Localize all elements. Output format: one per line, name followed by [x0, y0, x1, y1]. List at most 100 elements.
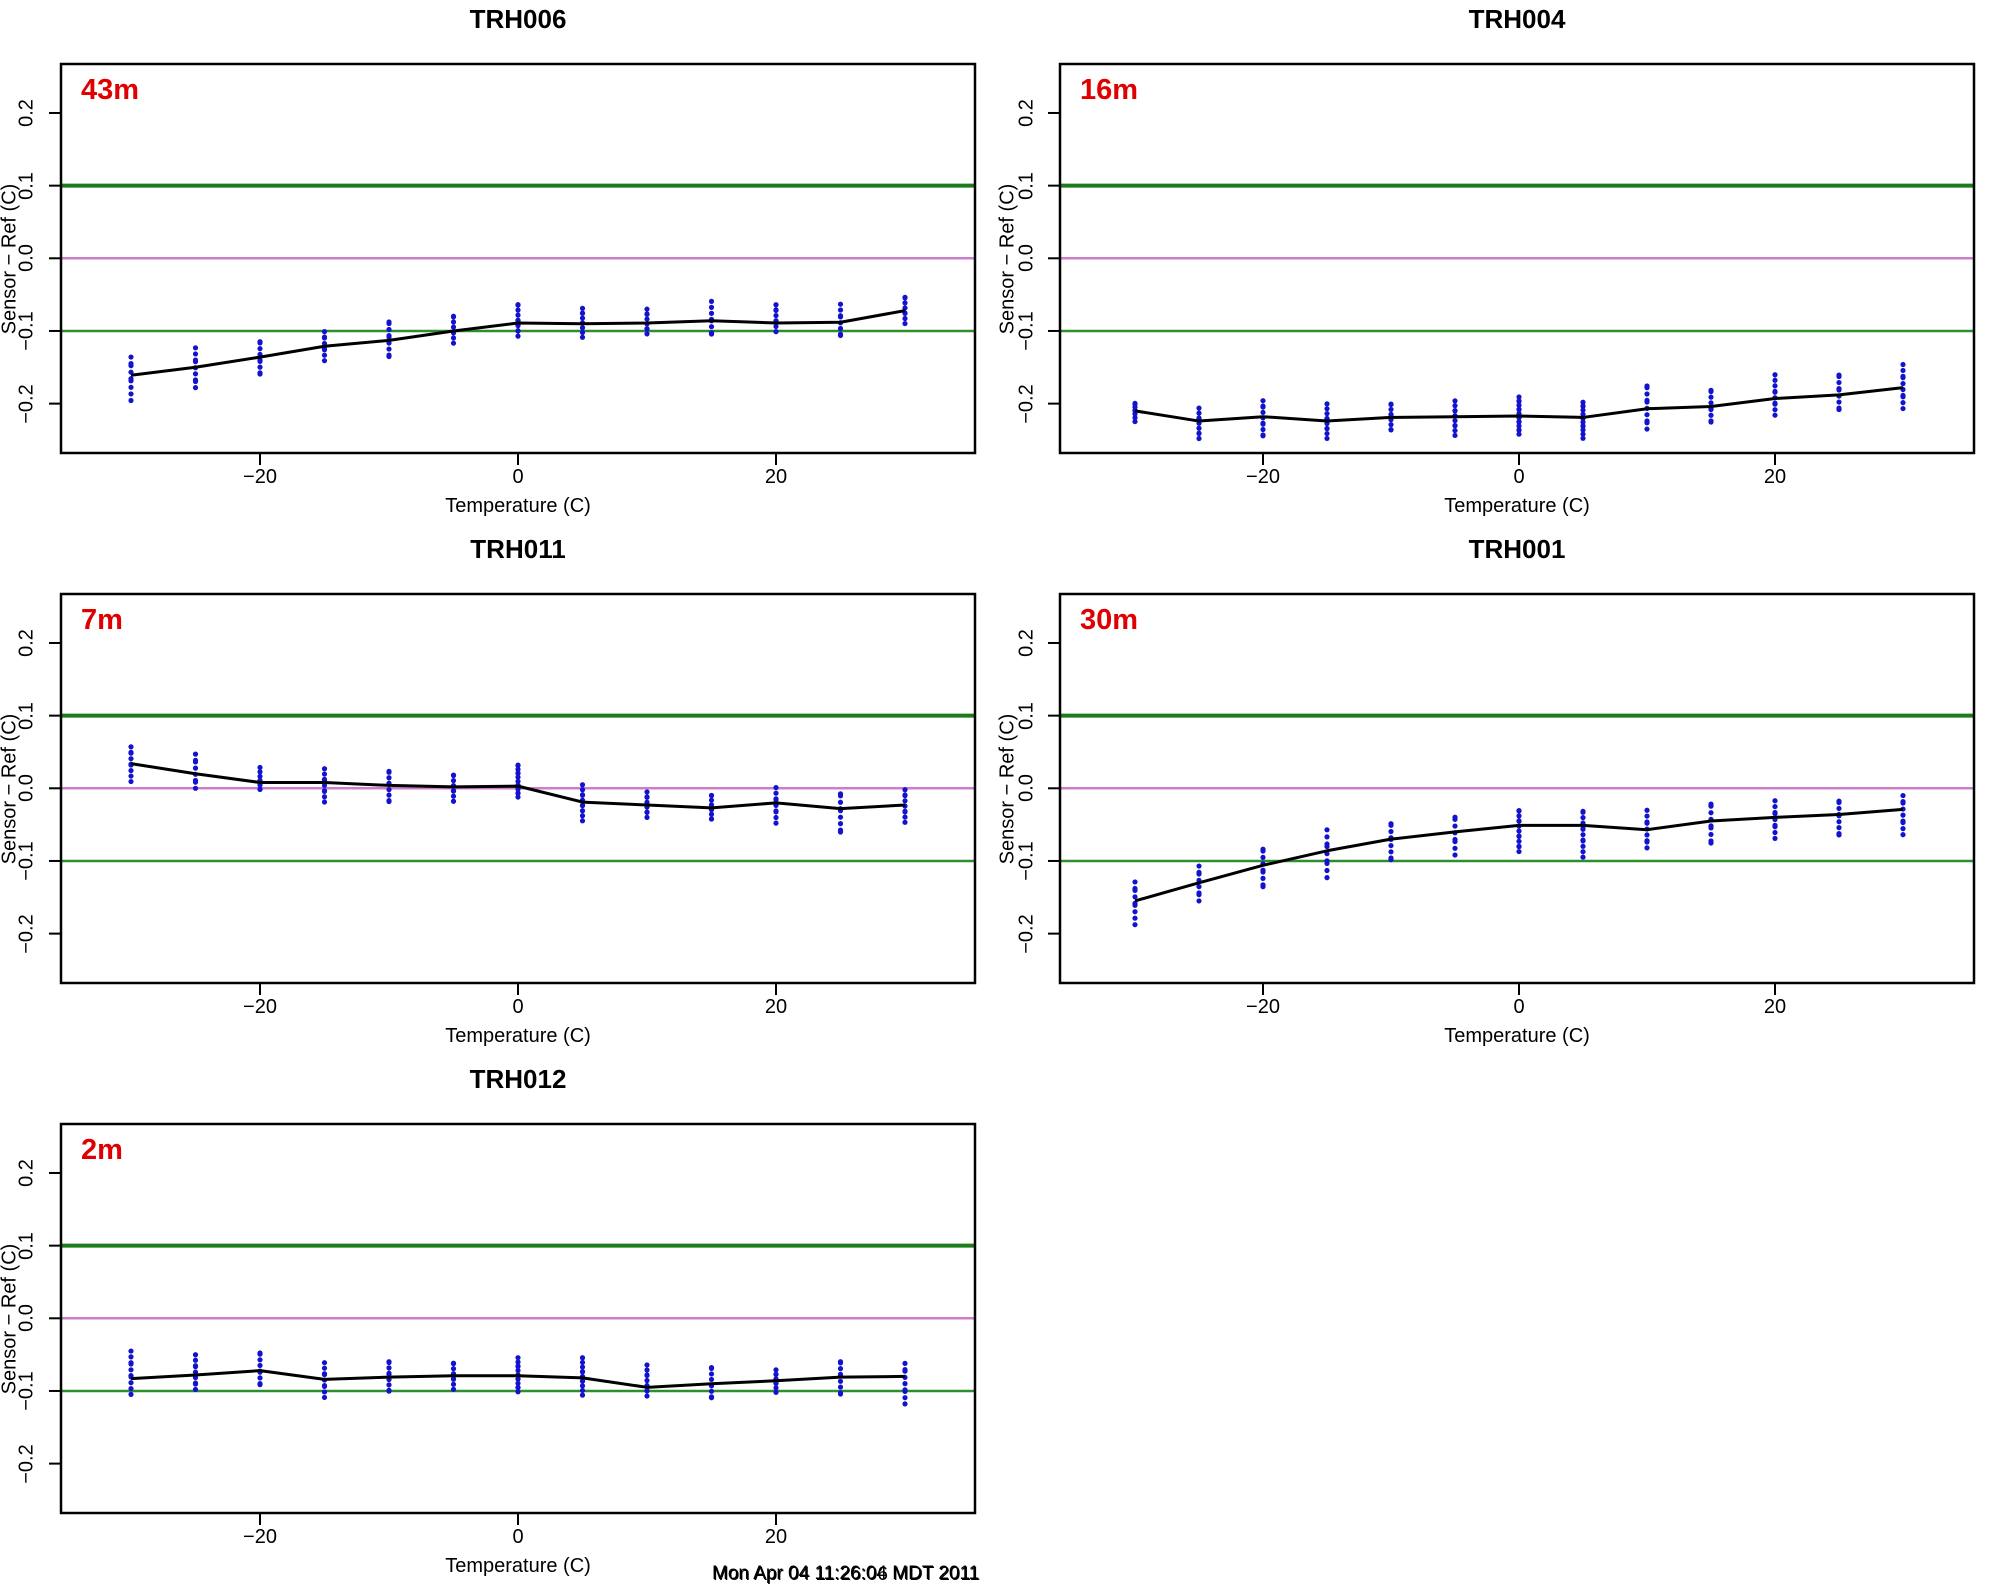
- data-point: [257, 357, 263, 363]
- data-point: [773, 323, 779, 330]
- data-point: [450, 1376, 457, 1382]
- data-point: [1132, 915, 1138, 921]
- data-point: [708, 324, 715, 330]
- data-point: [1772, 377, 1778, 383]
- data-point: [1260, 432, 1266, 438]
- mean-line: [1134, 386, 1904, 423]
- data-point: [1900, 405, 1906, 412]
- data-point: [1324, 867, 1330, 874]
- data-point: [386, 346, 392, 352]
- data-point: [1452, 398, 1458, 404]
- data-point: [1644, 838, 1650, 844]
- data-point: [902, 1395, 908, 1401]
- data-point: [1516, 808, 1522, 814]
- data-point: [644, 316, 650, 322]
- data-point: [128, 1360, 134, 1366]
- data-point: [321, 1360, 328, 1366]
- data-point: [257, 1357, 263, 1363]
- data-point: [902, 819, 908, 825]
- data-point: [515, 1380, 521, 1386]
- data-point: [386, 1370, 392, 1376]
- data-point: [1260, 882, 1266, 888]
- data-point: [902, 808, 908, 814]
- data-point: [1580, 843, 1586, 849]
- data-point: [1260, 409, 1266, 416]
- data-point: [1836, 385, 1842, 392]
- data-point: [1452, 432, 1458, 439]
- y-axis-title: Sensor − Ref (C): [0, 183, 21, 334]
- data-point: [579, 315, 586, 321]
- data-point: [1580, 423, 1586, 429]
- y-tick-label: −0.2: [15, 1443, 38, 1484]
- data-point: [837, 325, 844, 332]
- data-point: [1836, 830, 1842, 837]
- data-point: [1772, 809, 1778, 816]
- data-point: [450, 319, 457, 325]
- data-point: [1260, 875, 1266, 881]
- data-point: [1452, 422, 1458, 429]
- data-point: [1324, 410, 1330, 417]
- data-point: [773, 796, 779, 802]
- data-point: [257, 1375, 263, 1381]
- data-point: [1324, 834, 1330, 840]
- data-point: [192, 1352, 199, 1358]
- data-point: [321, 1382, 328, 1389]
- data-point: [837, 791, 844, 797]
- y-tick-label: 0.2: [15, 629, 38, 657]
- data-point: [902, 1381, 908, 1387]
- data-point: [1324, 435, 1330, 442]
- y-axis-title: Sensor − Ref (C): [0, 713, 21, 864]
- data-point: [837, 821, 844, 827]
- data-point: [192, 377, 199, 383]
- data-point: [1196, 863, 1202, 869]
- data-point: [1644, 807, 1650, 813]
- plot-TRH004-graphics: [1048, 62, 1976, 465]
- data-point: [128, 767, 134, 774]
- data-point: [579, 1378, 586, 1384]
- data-point: [1708, 418, 1714, 424]
- data-point: [1516, 398, 1522, 404]
- data-point: [515, 1355, 521, 1361]
- data-point: [1452, 814, 1458, 820]
- data-point: [128, 384, 134, 390]
- data-point: [192, 385, 199, 391]
- data-point: [1196, 430, 1202, 436]
- y-axis-title: Sensor − Ref (C): [0, 1243, 21, 1394]
- data-point: [1196, 425, 1202, 431]
- data-point: [1900, 380, 1906, 387]
- data-point: [515, 1376, 521, 1382]
- data-point: [1452, 845, 1458, 851]
- data-point: [1388, 828, 1394, 835]
- data-point: [386, 1359, 392, 1365]
- data-point: [1644, 391, 1650, 397]
- data-point: [128, 1373, 134, 1379]
- data-point: [708, 298, 715, 304]
- data-point: [1196, 435, 1202, 442]
- data-point: [128, 361, 134, 367]
- data-point: [321, 771, 328, 777]
- data-point: [386, 792, 392, 798]
- data-point: [902, 814, 908, 820]
- plot-title-TRH012: TRH012: [469, 1064, 567, 1094]
- data-point: [386, 332, 392, 339]
- data-point: [321, 782, 328, 788]
- data-point: [708, 811, 715, 817]
- data-point: [450, 1381, 457, 1387]
- data-point: [579, 1387, 586, 1394]
- data-point: [1836, 379, 1842, 386]
- data-point: [128, 397, 134, 404]
- y-tick-label: −0.2: [1015, 383, 1038, 424]
- data-point: [515, 307, 521, 313]
- data-point: [644, 1393, 650, 1399]
- data-point: [1388, 426, 1394, 433]
- data-point: [902, 798, 908, 804]
- data-point: [1708, 400, 1714, 406]
- data-point: [1388, 849, 1394, 855]
- data-point: [1900, 367, 1906, 374]
- data-point: [1196, 884, 1202, 890]
- data-point: [257, 1350, 263, 1356]
- data-point: [773, 808, 779, 814]
- mean-line: [130, 762, 906, 811]
- data-point: [1708, 387, 1714, 393]
